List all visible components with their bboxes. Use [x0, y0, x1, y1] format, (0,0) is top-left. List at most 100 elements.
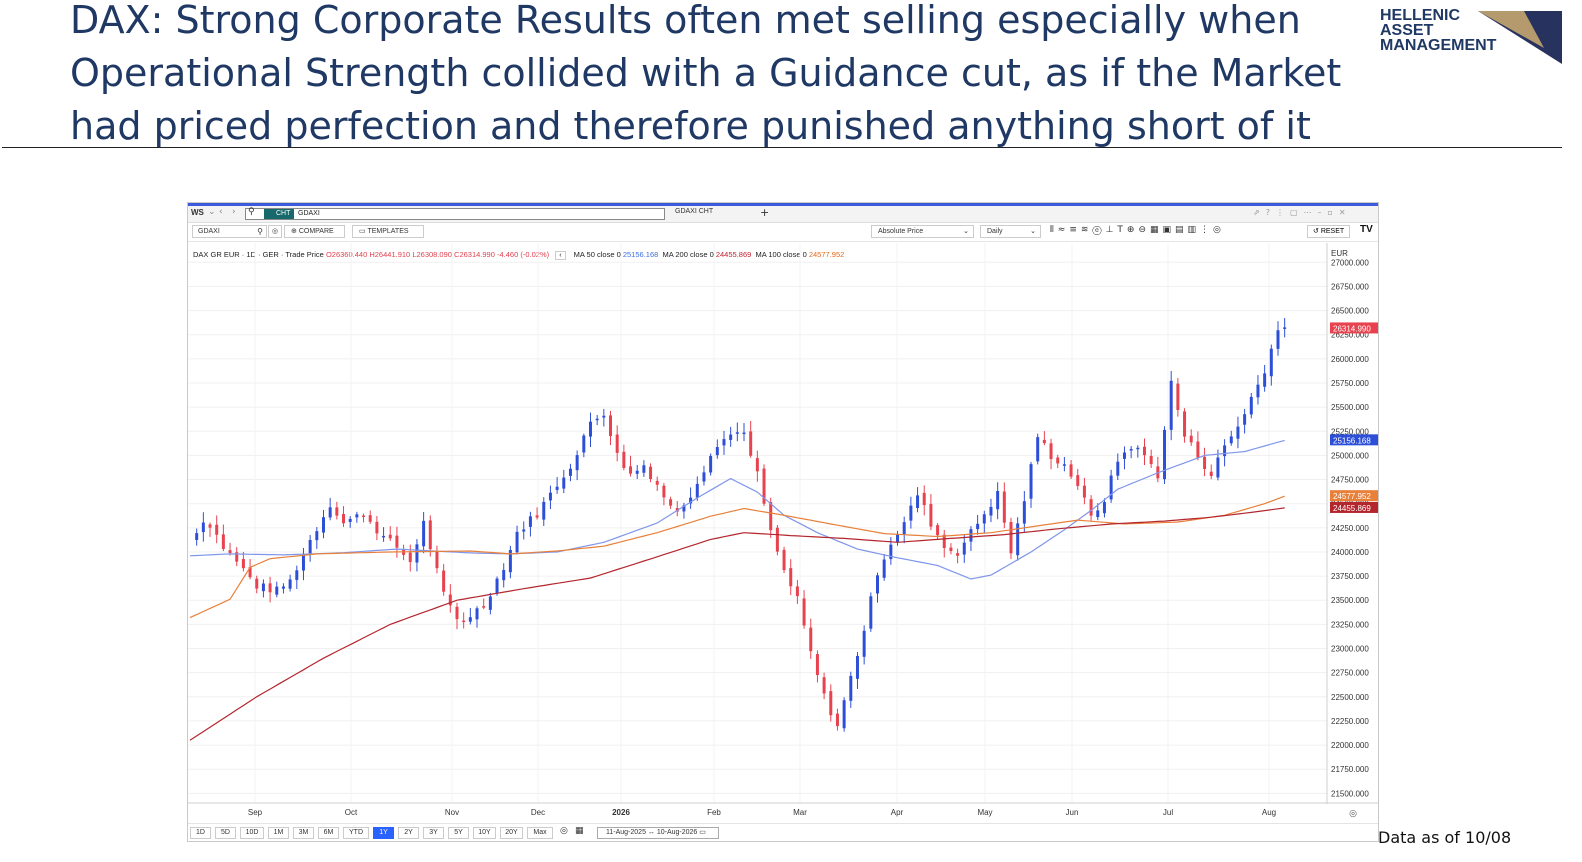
- candle-body: [475, 608, 479, 620]
- y-tick-label: 26250.000: [1331, 331, 1369, 340]
- date-range-picker[interactable]: 11-Aug-2025 ↔ 10-Aug-2026 ▭: [597, 827, 719, 839]
- price-tag-label: 24577.952: [1333, 492, 1371, 501]
- candle-body: [502, 570, 506, 581]
- templates-button[interactable]: ▭ TEMPLATES: [352, 225, 424, 238]
- candle-body: [942, 534, 946, 548]
- candle-body: [1116, 461, 1120, 476]
- range-button-1d[interactable]: 1D: [190, 827, 211, 839]
- clock-icon[interactable]: ◎: [560, 826, 568, 836]
- range-button-3m[interactable]: 3M: [293, 827, 314, 839]
- range-button-2y[interactable]: 2Y: [398, 827, 419, 839]
- security-input-value: GDAXI: [198, 228, 220, 235]
- candle-body: [1109, 475, 1113, 500]
- candle-body: [735, 432, 739, 434]
- candle-body: [996, 490, 1000, 510]
- candle-body: [221, 534, 225, 550]
- settings-icon[interactable]: ◎: [268, 225, 283, 238]
- candle-body: [1189, 435, 1193, 443]
- range-button-10y[interactable]: 10Y: [473, 827, 496, 839]
- candle-body: [682, 505, 686, 512]
- candle-body: [575, 455, 579, 471]
- chevron-down-icon[interactable]: ⌄: [208, 207, 216, 217]
- candle-body: [455, 606, 459, 620]
- ticker-search-bar[interactable]: ⚲ CHT GDAXI: [245, 207, 665, 220]
- candle-body: [702, 472, 706, 482]
- candle-body: [308, 539, 312, 554]
- calendar-grid-icon[interactable]: ▦: [575, 826, 584, 836]
- price-tag-label: 26314.990: [1333, 324, 1371, 333]
- tab-gdaxi-cht[interactable]: GDAXI CHT: [675, 208, 714, 215]
- range-button-max[interactable]: Max: [527, 827, 553, 839]
- legend-instrument: DAX GR EUR · 1D · GER · Trade Price: [193, 250, 324, 259]
- candle-body: [388, 534, 392, 539]
- forward-arrow-icon[interactable]: ›: [232, 207, 236, 217]
- interval-select[interactable]: Daily ⌄: [980, 225, 1041, 238]
- candlestick-chart[interactable]: 27000.000 26750.000 26500.000 26250.000 2600…: [188, 203, 1378, 823]
- range-button-5d[interactable]: 5D: [215, 827, 236, 839]
- candle-body: [215, 524, 219, 535]
- reset-button[interactable]: ↺ RESET: [1307, 225, 1351, 238]
- candle-body: [1249, 396, 1253, 415]
- candle-body: [695, 483, 699, 498]
- candle-body: [1009, 521, 1013, 554]
- range-button-10d[interactable]: 10D: [240, 827, 264, 839]
- drawing-tools-icons[interactable]: ⫴≈≡≋ⓔ⊥T⊕⊖▦▣▤▥⋮◎: [1050, 225, 1225, 235]
- candle-body: [595, 418, 599, 421]
- candle-body: [789, 568, 793, 587]
- back-arrow-icon[interactable]: ‹: [219, 207, 223, 217]
- search-icon[interactable]: ⚲: [257, 227, 263, 236]
- legend-high: H26441.910: [369, 250, 411, 259]
- logo-line-3: MANAGEMENT: [1380, 37, 1497, 54]
- candle-body: [582, 435, 586, 453]
- candle-body: [1276, 330, 1280, 349]
- legend-ma200-label: MA 200 close 0: [662, 250, 714, 259]
- range-button-20y[interactable]: 20Y: [500, 827, 523, 839]
- candle-body: [896, 534, 900, 543]
- candle-body: [462, 620, 466, 623]
- candle-body: [1176, 383, 1180, 410]
- candle-body: [548, 492, 552, 501]
- compare-button[interactable]: ⊕ COMPARE: [284, 225, 345, 238]
- y-tick-label: 24750.000: [1331, 476, 1369, 485]
- candle-body: [1216, 457, 1220, 478]
- candle-body: [929, 504, 933, 527]
- candle-body: [201, 522, 205, 533]
- cht-badge: CHT: [264, 209, 295, 219]
- candle-body: [508, 549, 512, 573]
- x-tick-label: Dec: [531, 808, 545, 817]
- candle-body: [795, 586, 799, 597]
- candle-body: [849, 675, 853, 701]
- candle-body: [662, 485, 666, 498]
- interval-value: Daily: [987, 228, 1003, 235]
- search-icon[interactable]: ⚲: [248, 207, 255, 217]
- candle-body: [535, 515, 539, 518]
- range-button-1y[interactable]: 1Y: [373, 827, 394, 839]
- candle-body: [235, 552, 239, 562]
- candle-body: [1002, 491, 1006, 523]
- add-tab-icon[interactable]: +: [760, 206, 770, 219]
- range-button-ytd[interactable]: YTD: [343, 827, 369, 839]
- candle-body: [442, 570, 446, 592]
- candle-body: [1136, 447, 1140, 450]
- candle-body: [916, 495, 920, 508]
- candle-body: [949, 547, 953, 552]
- candle-body: [288, 579, 292, 589]
- candle-body: [281, 586, 285, 589]
- range-button-5y[interactable]: 5Y: [448, 827, 469, 839]
- range-button-3y[interactable]: 3Y: [423, 827, 444, 839]
- candle-body: [261, 583, 265, 592]
- range-button-1m[interactable]: 1M: [268, 827, 289, 839]
- candle-body: [555, 486, 559, 490]
- candle-body: [669, 499, 673, 506]
- range-button-6m[interactable]: 6M: [318, 827, 339, 839]
- candle-body: [295, 570, 299, 580]
- workspace-menu[interactable]: WS: [191, 208, 204, 217]
- window-controls[interactable]: ⇗?⋮▢⋯–▫✕: [1253, 208, 1352, 217]
- collapse-legend-icon[interactable]: ‹: [555, 251, 566, 260]
- legend-change: -4.460 (-0.02%): [497, 250, 550, 259]
- candle-body: [435, 551, 439, 569]
- trading-chart-window: WS ⌄ ‹ › ⚲ CHT GDAXI GDAXI CHT + ⇗?⋮▢⋯–▫…: [187, 202, 1379, 842]
- price-mode-select[interactable]: Absolute Price ⌄: [871, 225, 974, 238]
- security-input[interactable]: GDAXI ⚲: [192, 225, 267, 238]
- currency-label: EUR: [1331, 249, 1348, 258]
